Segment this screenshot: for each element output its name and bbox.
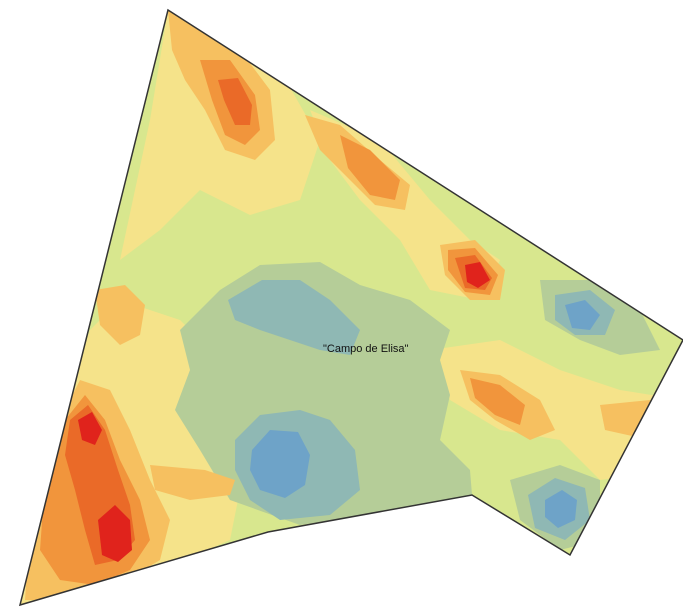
- zone-red-west-upper: [78, 412, 102, 445]
- zone-red-ne: [465, 262, 490, 288]
- zone-lorange-sw-strip: [150, 465, 235, 500]
- zone-dorange-north: [218, 78, 252, 125]
- zone-orange-east: [470, 378, 525, 425]
- zone-teal-central: [228, 280, 360, 355]
- zone-lorange-west2: [95, 285, 145, 345]
- zone-red-west-lower: [98, 505, 132, 562]
- zone-blue-se: [545, 490, 577, 528]
- field-label: "Campo de Elisa": [323, 343, 409, 355]
- zone-blue-ne: [565, 300, 600, 330]
- zone-blue-south: [250, 430, 310, 498]
- field-boundary: [18, 8, 683, 607]
- zone-orange-nmid: [340, 135, 400, 200]
